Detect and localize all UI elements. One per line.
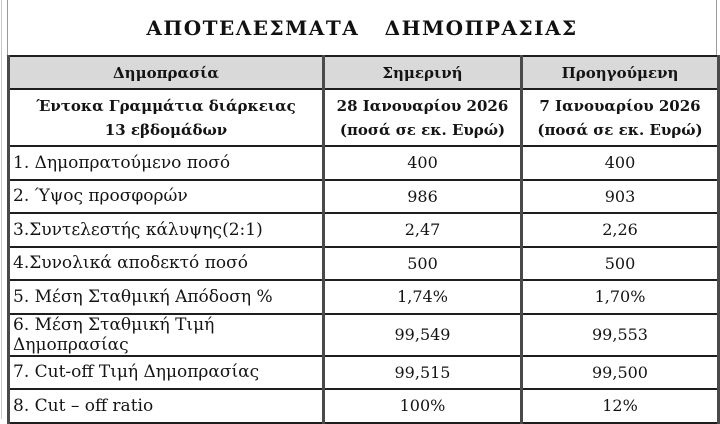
table-row-cutoff-price: 7. Cut-off Τιμή Δημοπρασίας 99,515 99,50… [7,354,720,390]
row-current-value: 1,74% [322,279,523,315]
row-previous-value: 12% [520,388,720,424]
header-auction: Δημοπρασία [7,55,325,90]
table-head: Δημοπρασία Σημερινή Προηγούμενη Έντοκα Γ… [7,55,720,147]
subheader-instrument: Έντοκα Γραμμάτια διάρκειας 13 εβδομάδων [7,88,325,147]
table-row-weighted-price: 6. Μέση Σταθμική Τιμή Δημοπρασίας 99,549… [7,312,720,357]
row-current-value: 99,549 [322,312,523,357]
page-left-edge-line [1,0,2,419]
previous-date: 7 Ιανουαρίου 2026 [539,96,701,115]
current-date: 28 Ιανουαρίου 2026 [336,96,509,115]
current-units-note: (ποσά σε εκ. Ευρώ) [339,120,506,139]
row-current-value: 99,515 [322,354,523,390]
header-current: Σημερινή [322,55,523,90]
previous-units-note: (ποσά σε εκ. Ευρώ) [537,120,703,139]
row-label: 2. Ύψος προσφορών [7,178,325,214]
row-previous-value: 903 [520,178,720,214]
auction-results-table: Δημοπρασία Σημερινή Προηγούμενη Έντοκα Γ… [7,55,720,424]
table-row-bids-amount: 2. Ύψος προσφορών 986 903 [7,178,720,214]
row-current-value: 986 [322,178,523,214]
table-row-auctioned-amount: 1. Δημοπρατούμενο ποσό 400 400 [7,145,720,181]
instrument-line-1: Έντοκα Γραμμάτια διάρκειας [36,96,296,115]
table-row-coverage-ratio: 3.Συντελεστής κάλυψης(2:1) 2,47 2,26 [7,212,720,248]
row-previous-value: 500 [520,245,720,281]
row-label: 8. Cut – off ratio [7,388,325,424]
table-row-accepted-amount: 4.Συνολικά αποδεκτό ποσό 500 500 [7,245,720,281]
instrument-line-2: 13 εβδομάδων [104,120,228,139]
row-current-value: 100% [322,388,523,424]
subheader-previous-date: 7 Ιανουαρίου 2026 (ποσά σε εκ. Ευρώ) [520,88,720,147]
row-label: 1. Δημοπρατούμενο ποσό [7,145,325,181]
row-current-value: 2,47 [322,212,523,248]
title-section: ΑΠΟΤΕΛΕΣΜΑΤΑ ΔΗΜΟΠΡΑΣΙΑΣ [7,0,717,55]
table-row-cutoff-ratio: 8. Cut – off ratio 100% 12% [7,388,720,424]
row-current-value: 500 [322,245,523,281]
row-previous-value: 1,70% [520,279,720,315]
row-previous-value: 400 [520,145,720,181]
row-label: 3.Συντελεστής κάλυψης(2:1) [7,212,325,248]
subheader-current-date: 28 Ιανουαρίου 2026 (ποσά σε εκ. Ευρώ) [322,88,523,147]
row-label: 5. Μέση Σταθμική Απόδοση % [7,279,325,315]
table-header-row: Δημοπρασία Σημερινή Προηγούμενη [7,55,720,90]
header-previous: Προηγούμενη [520,55,720,90]
page-title: ΑΠΟΤΕΛΕΣΜΑΤΑ ΔΗΜΟΠΡΑΣΙΑΣ [146,15,578,40]
row-previous-value: 2,26 [520,212,720,248]
table-subheader-row: Έντοκα Γραμμάτια διάρκειας 13 εβδομάδων … [7,88,720,147]
row-label: 7. Cut-off Τιμή Δημοπρασίας [7,354,325,390]
row-previous-value: 99,500 [520,354,720,390]
table-body: 1. Δημοπρατούμενο ποσό 400 400 2. Ύψος π… [7,145,720,424]
row-label: 4.Συνολικά αποδεκτό ποσό [7,245,325,281]
row-current-value: 400 [322,145,523,181]
table-row-weighted-yield: 5. Μέση Σταθμική Απόδοση % 1,74% 1,70% [7,279,720,315]
row-previous-value: 99,553 [520,312,720,357]
row-label: 6. Μέση Σταθμική Τιμή Δημοπρασίας [7,312,325,357]
